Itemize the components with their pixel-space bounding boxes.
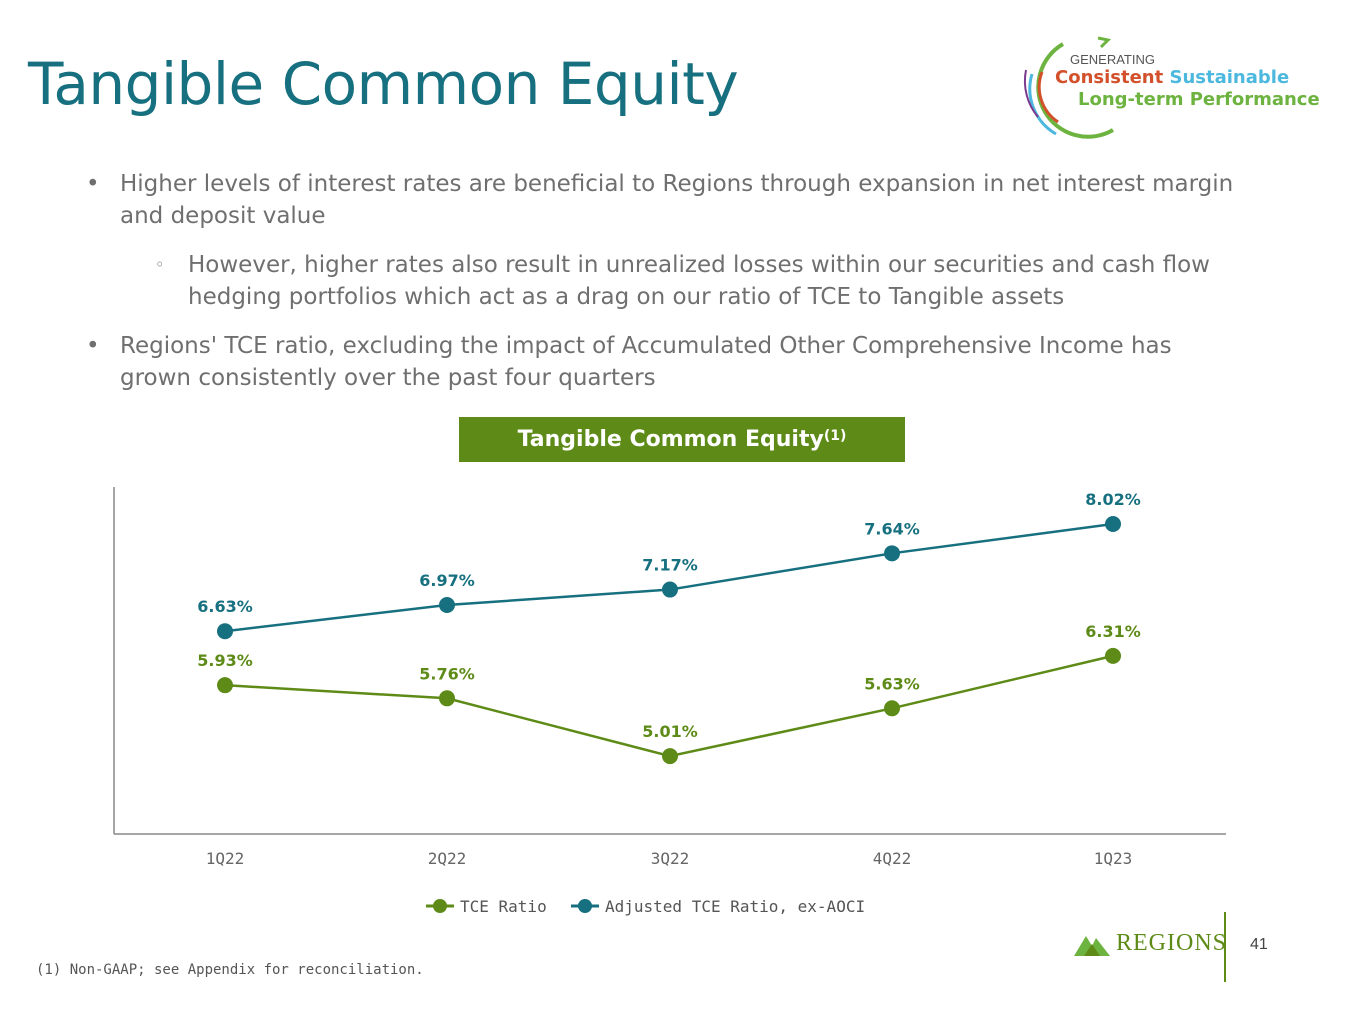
data-point	[884, 545, 900, 562]
brand-name: REGIONS	[1116, 929, 1228, 956]
regions-logo: REGIONS	[1074, 928, 1227, 958]
footer-divider	[1224, 912, 1226, 982]
legend-swatch-marker	[433, 899, 447, 913]
data-label: 5.76%	[419, 664, 475, 683]
x-tick-label: 1Q22	[206, 849, 245, 868]
data-label: 8.02%	[1085, 490, 1141, 509]
logo-word-consistent: Consistent	[1055, 67, 1164, 88]
data-point	[1105, 516, 1121, 533]
data-label: 5.93%	[197, 651, 253, 670]
data-label: 6.97%	[419, 571, 475, 590]
bullet-2: Regions' TCE ratio, excluding the impact…	[120, 333, 1172, 391]
data-label: 5.01%	[642, 722, 698, 741]
page-title: Tangible Common Equity	[28, 50, 739, 118]
sub-bullet-1: However, higher rates also result in unr…	[188, 252, 1210, 310]
chart-title-text: Tangible Common Equity	[517, 427, 824, 452]
series-line	[224, 522, 1114, 633]
data-point	[662, 748, 678, 765]
data-point	[217, 623, 233, 640]
data-label: 6.63%	[197, 597, 253, 616]
data-point	[1105, 647, 1121, 664]
regions-triangle-icon	[1074, 936, 1110, 956]
x-tick-label: 2Q22	[428, 849, 467, 868]
sub-bullet-dot: ◦	[155, 255, 165, 274]
data-point	[217, 677, 233, 694]
legend-label: Adjusted TCE Ratio, ex-AOCI	[605, 897, 865, 916]
data-point	[662, 581, 678, 598]
chart-title-footnote-ref: (1)	[823, 427, 847, 444]
x-tick-label: 4Q22	[873, 849, 912, 868]
legend-label: TCE Ratio	[460, 897, 547, 916]
legend-swatch-marker	[578, 899, 592, 913]
logo-line-1: GENERATING	[1070, 52, 1155, 67]
data-point	[439, 596, 455, 613]
data-label: 5.63%	[864, 674, 920, 693]
page-number: 41	[1250, 936, 1268, 953]
data-point	[439, 690, 455, 707]
data-label: 6.31%	[1085, 622, 1141, 641]
footnote: (1) Non-GAAP; see Appendix for reconcili…	[36, 962, 424, 978]
tagline-logo: GENERATING Consistent Sustainable Long-t…	[1018, 22, 1338, 142]
data-label: 7.64%	[864, 519, 920, 538]
logo-line-3: Long-term Performance	[1078, 89, 1320, 110]
bullet-1: Higher levels of interest rates are bene…	[120, 171, 1234, 229]
bullet-dot: •	[86, 333, 100, 359]
bullet-dot: •	[86, 171, 100, 197]
data-point	[884, 700, 900, 717]
data-label: 7.17%	[642, 556, 698, 575]
logo-line-2: Consistent Sustainable	[1055, 67, 1289, 88]
logo-word-sustainable: Sustainable	[1169, 67, 1290, 88]
logo-arcs-icon	[1023, 36, 1115, 139]
x-tick-label: 1Q23	[1094, 849, 1133, 868]
x-tick-label: 3Q22	[651, 849, 690, 868]
chart-title: Tangible Common Equity (1)	[459, 417, 905, 462]
